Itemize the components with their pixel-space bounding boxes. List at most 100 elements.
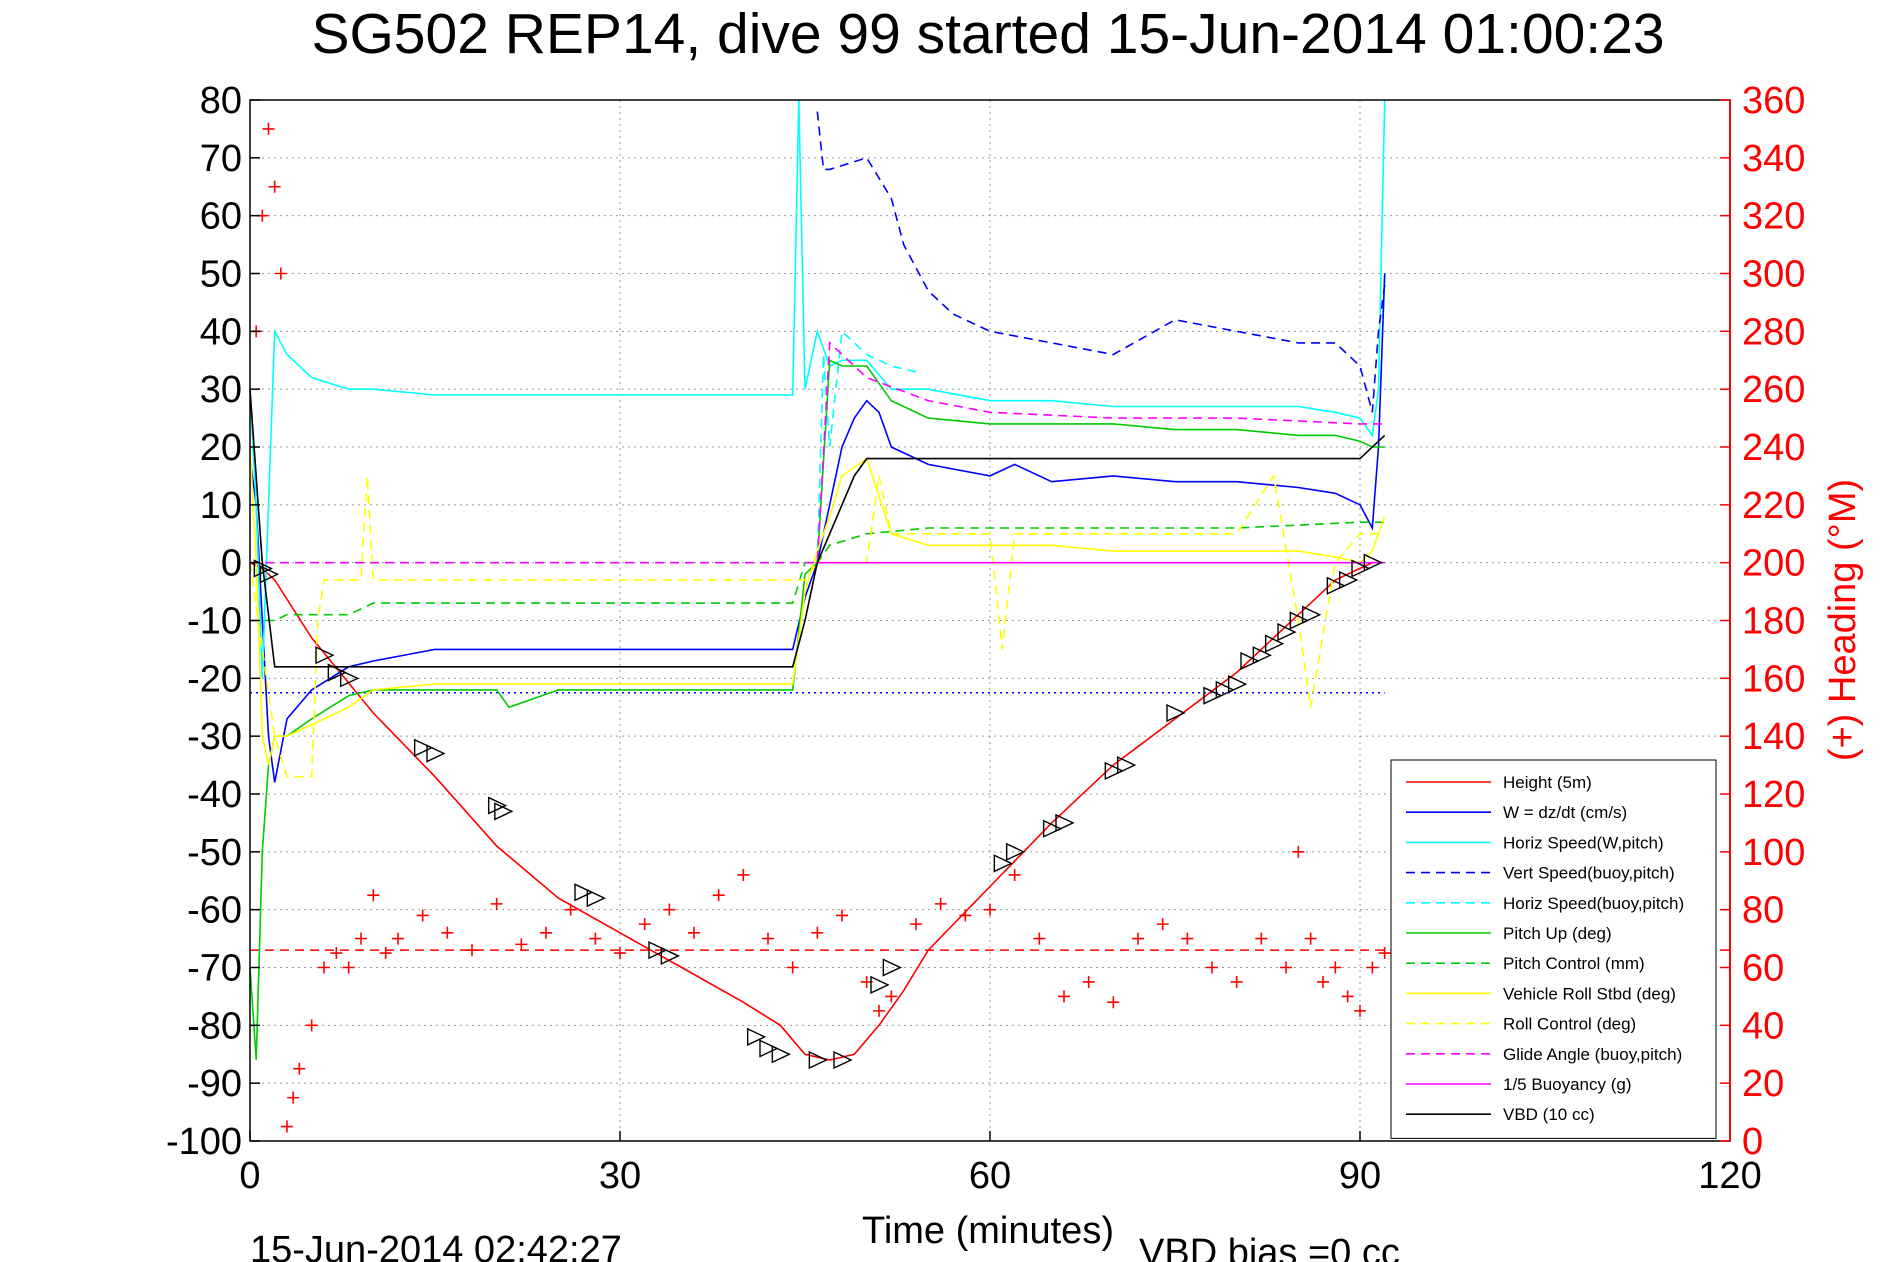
point-marker <box>253 559 273 578</box>
point-marker <box>1203 686 1223 705</box>
y-tick-label: -100 <box>166 1121 242 1163</box>
point-marker <box>487 796 508 815</box>
heading-point <box>910 918 922 931</box>
right-y-tick-label: 340 <box>1742 138 1805 180</box>
heading-point <box>1366 961 1379 974</box>
point-marker <box>746 1027 767 1047</box>
heading-point <box>1292 845 1305 858</box>
x-tick-label: 0 <box>239 1155 260 1197</box>
heading-point <box>466 944 478 957</box>
point-marker <box>660 946 680 966</box>
point-marker <box>315 646 335 665</box>
point-marker <box>327 663 347 682</box>
series-line <box>249 561 1385 1061</box>
series-line <box>249 389 1386 668</box>
legend-label: Glide Angle (buoy,pitch) <box>1503 1045 1682 1064</box>
point-marker <box>833 1050 853 1070</box>
heading-point <box>287 1091 300 1104</box>
heading-point <box>786 961 799 974</box>
right-y-tick-label: 260 <box>1742 369 1805 411</box>
heading-point <box>540 926 552 939</box>
right-y-tick-label: 200 <box>1742 543 1805 585</box>
heading-point <box>281 1120 293 1133</box>
legend-label: 1/5 Buoyancy (g) <box>1503 1075 1632 1094</box>
point-marker <box>494 802 514 821</box>
heading-point <box>1156 918 1169 931</box>
point-marker <box>1264 634 1285 653</box>
heading-point <box>274 267 287 280</box>
point-marker <box>1289 611 1309 630</box>
series-line <box>250 521 1385 622</box>
right-y-tick-label: 100 <box>1742 832 1805 874</box>
heading-point <box>1058 990 1070 1003</box>
heading-point <box>1132 932 1144 945</box>
heading-point <box>1107 996 1120 1009</box>
point-marker <box>1005 842 1026 861</box>
point-marker <box>1042 819 1063 838</box>
point-marker <box>1363 553 1383 572</box>
x-tick-label: 30 <box>599 1155 641 1197</box>
legend-label: Height (5m) <box>1503 773 1592 792</box>
y-tick-label: -80 <box>187 1005 242 1047</box>
point-marker <box>1240 651 1260 671</box>
legend: Height (5m) W = dz/dt (cm/s) Horiz Speed(W… <box>1390 759 1717 1139</box>
heading-point <box>515 938 528 951</box>
heading-point <box>688 926 700 939</box>
legend-label: Pitch Control (mm) <box>1503 954 1645 973</box>
right-y-tick-label: 240 <box>1742 427 1805 469</box>
heading-point <box>1255 932 1268 945</box>
y-tick-label: 50 <box>200 254 242 296</box>
y-tick-label: 80 <box>200 80 242 122</box>
point-marker <box>413 738 434 757</box>
point-marker <box>771 1045 791 1064</box>
point-marker <box>1338 570 1359 590</box>
y-tick-label: 70 <box>200 138 242 180</box>
point-marker <box>1301 605 1322 624</box>
point-marker <box>808 1050 828 1070</box>
right-y-tick-label: 180 <box>1742 601 1805 643</box>
point-marker <box>259 565 280 584</box>
heading-point <box>262 122 275 135</box>
right-y-tick-label: 140 <box>1742 716 1805 758</box>
heading-point <box>1378 947 1391 960</box>
y-tick-label: -90 <box>187 1063 242 1105</box>
timestamp-footer: 15-Jun-2014 02:42:27 <box>250 1229 622 1262</box>
point-marker <box>759 1039 779 1058</box>
heading-point <box>342 961 355 974</box>
series-line <box>250 341 1385 564</box>
point-marker <box>870 975 890 994</box>
heading-point <box>367 889 380 902</box>
right-y-tick-label: 300 <box>1742 254 1805 296</box>
series-line <box>249 99 1386 679</box>
y-tick-label: -60 <box>187 890 242 932</box>
y-tick-label: -70 <box>187 948 242 990</box>
heading-point <box>1008 868 1021 881</box>
heading-point <box>1206 961 1218 974</box>
y-tick-label: -30 <box>187 716 242 758</box>
point-marker <box>1351 559 1371 578</box>
right-y-tick-label: 280 <box>1742 311 1805 353</box>
heading-point <box>330 947 343 960</box>
heading-point <box>737 868 750 881</box>
right-y-tick-label: 20 <box>1742 1063 1784 1105</box>
point-marker <box>1252 646 1272 665</box>
heading-point <box>811 926 824 939</box>
heading-point <box>1033 932 1046 945</box>
right-y-tick-label: 80 <box>1742 890 1784 932</box>
point-marker <box>1277 622 1297 642</box>
heading-point <box>392 932 404 945</box>
point-marker <box>1326 576 1346 595</box>
y-tick-label: 20 <box>200 427 242 469</box>
series-layer <box>249 99 1730 1133</box>
right-y-tick-label: 120 <box>1742 774 1805 816</box>
series-line <box>249 446 1386 766</box>
heading-point <box>873 1004 885 1017</box>
y-tick-label: 40 <box>200 311 242 353</box>
series-line <box>816 329 917 563</box>
y-tick-label: -40 <box>187 774 242 816</box>
heading-point <box>1082 975 1095 988</box>
y-tick-label: 0 <box>221 543 242 585</box>
legend-label: Vert Speed(buoy,pitch) <box>1503 864 1675 883</box>
y-tick-label: 60 <box>200 196 242 238</box>
